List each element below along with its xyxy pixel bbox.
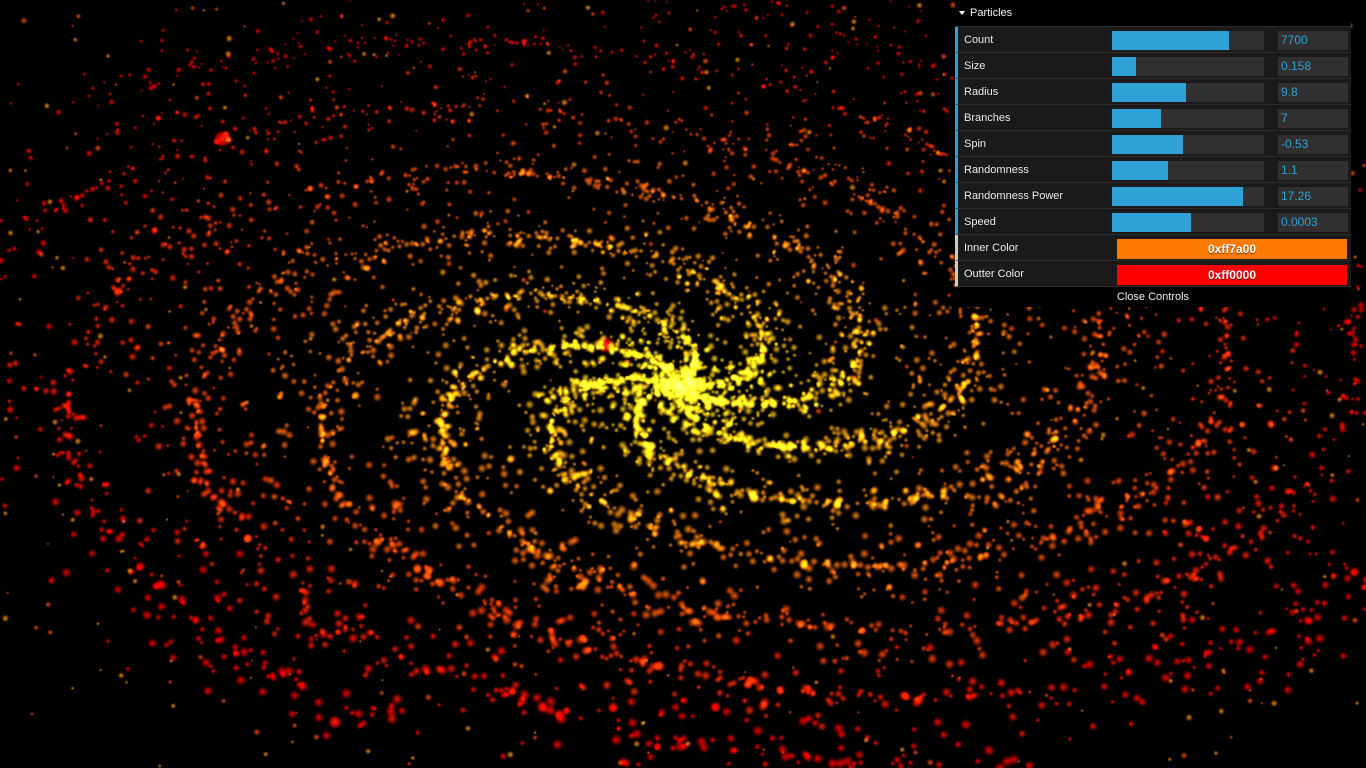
control-size: Size xyxy=(955,53,1351,79)
size-input[interactable] xyxy=(1278,57,1348,76)
branches-input[interactable] xyxy=(1278,109,1348,128)
control-label: Radius xyxy=(964,86,999,98)
inner-color-swatch[interactable]: 0xff7a00 xyxy=(1117,239,1347,259)
size-slider[interactable] xyxy=(1112,57,1264,76)
control-radius: Radius xyxy=(955,79,1351,105)
control-label: Outter Color xyxy=(964,268,1024,280)
control-count: Count xyxy=(955,27,1351,53)
control-label: Randomness Power xyxy=(964,190,1064,202)
outter-color-swatch[interactable]: 0xff0000 xyxy=(1117,265,1347,285)
radius-slider[interactable] xyxy=(1112,83,1264,102)
control-speed: Speed xyxy=(955,209,1351,235)
controls-panel: Particles Count Size Radius Branches Spi… xyxy=(955,0,1351,307)
slider-fill xyxy=(1112,57,1137,76)
control-label: Spin xyxy=(964,138,987,150)
slider-fill xyxy=(1112,109,1161,128)
control-branches: Branches xyxy=(955,105,1351,131)
slider-fill xyxy=(1112,135,1184,154)
radius-input[interactable] xyxy=(1278,83,1348,102)
slider-fill xyxy=(1112,83,1187,102)
control-inner-color: Inner Color 0xff7a00 xyxy=(955,235,1351,261)
control-outter-color: Outter Color 0xff0000 xyxy=(955,261,1351,287)
branches-slider[interactable] xyxy=(1112,109,1264,128)
control-label: Size xyxy=(964,60,986,72)
speed-slider[interactable] xyxy=(1112,213,1264,232)
slider-fill xyxy=(1112,31,1230,50)
spin-input[interactable] xyxy=(1278,135,1348,154)
control-label: Randomness xyxy=(964,164,1029,176)
count-slider[interactable] xyxy=(1112,31,1264,50)
control-spin: Spin xyxy=(955,131,1351,157)
slider-fill xyxy=(1112,187,1243,206)
slider-fill xyxy=(1112,161,1169,180)
randomness-power-input[interactable] xyxy=(1278,187,1348,206)
randomness-slider[interactable] xyxy=(1112,161,1264,180)
control-label: Count xyxy=(964,34,994,46)
control-label: Inner Color xyxy=(964,242,1019,254)
speed-input[interactable] xyxy=(1278,213,1348,232)
spin-slider[interactable] xyxy=(1112,135,1264,154)
folder-title-label: Particles xyxy=(970,7,1013,19)
randomness-input[interactable] xyxy=(1278,161,1348,180)
folder-title-particles[interactable]: Particles xyxy=(955,0,1351,27)
control-randomness-power: Randomness Power xyxy=(955,183,1351,209)
slider-fill xyxy=(1112,213,1192,232)
randomness-power-slider[interactable] xyxy=(1112,187,1264,206)
control-label: Branches xyxy=(964,112,1011,124)
close-controls-button[interactable]: Close Controls xyxy=(955,287,1351,307)
control-label: Speed xyxy=(964,216,996,228)
control-randomness: Randomness xyxy=(955,157,1351,183)
count-input[interactable] xyxy=(1278,31,1348,50)
caret-down-icon xyxy=(959,10,965,15)
